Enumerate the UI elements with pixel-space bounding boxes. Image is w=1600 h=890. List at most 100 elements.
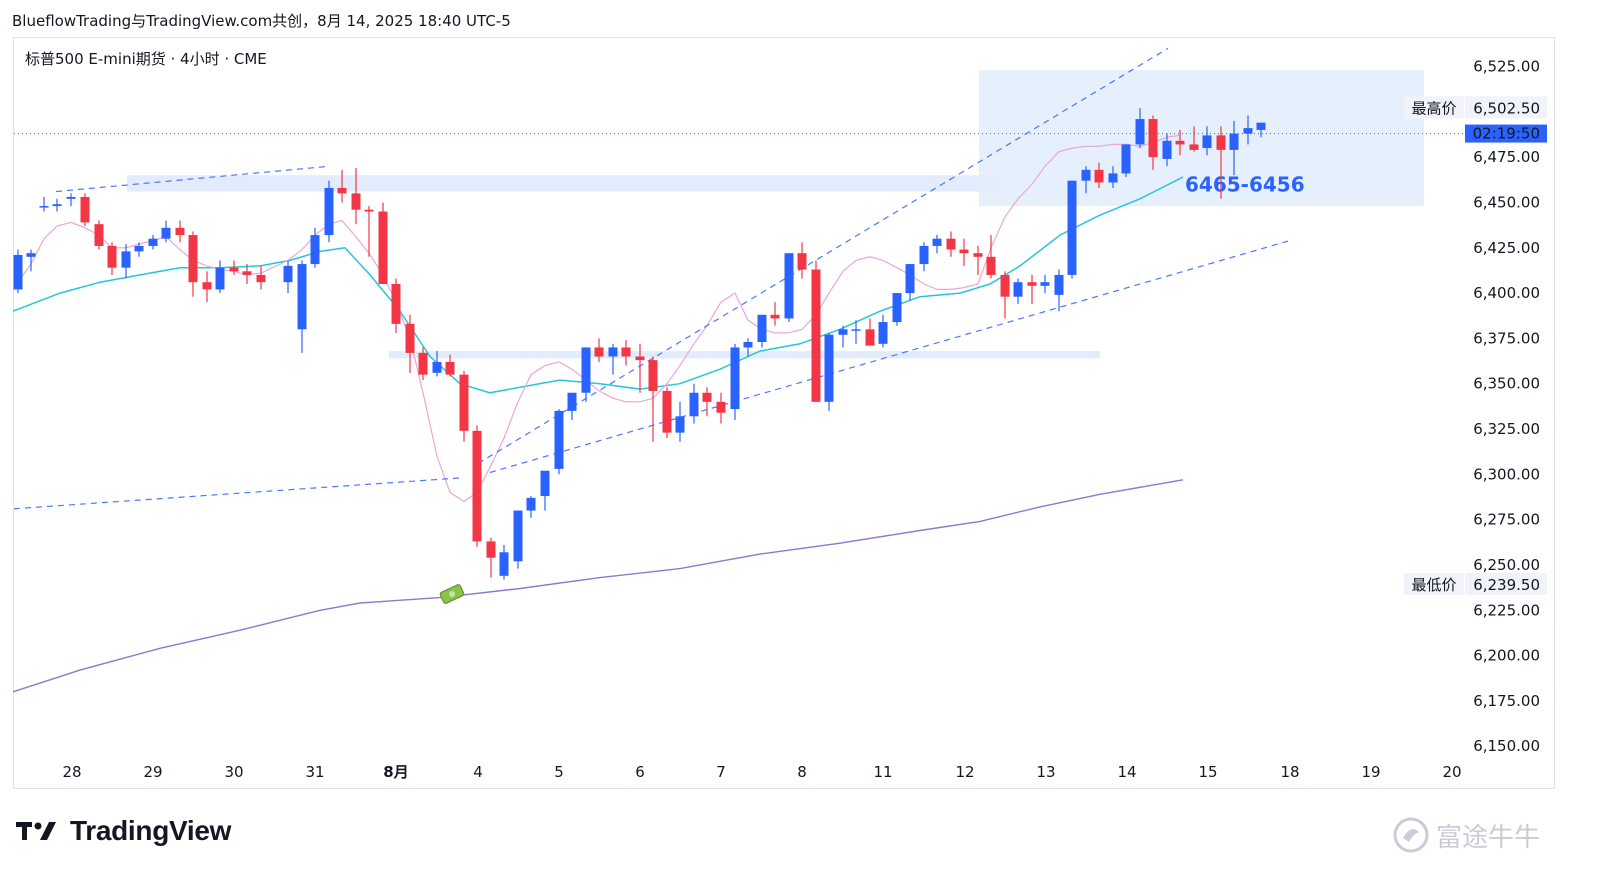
candle-body (865, 329, 875, 346)
candle-body (405, 323, 415, 353)
candle-body (757, 314, 767, 342)
ema-mid-line (12, 176, 1184, 394)
candle (1108, 166, 1118, 188)
candle-body (161, 227, 171, 239)
price-tick-label: 6,475.00 (1473, 148, 1540, 166)
price-tick-label: 6,350.00 (1473, 375, 1540, 393)
candle-body (1013, 282, 1023, 297)
candle (1013, 278, 1023, 304)
candle-body (297, 264, 307, 330)
candle-body (378, 211, 388, 284)
low-value-bg (1465, 572, 1547, 595)
chart-markers (14, 133, 1465, 604)
candle (1094, 162, 1104, 188)
candle-body (1229, 133, 1239, 150)
candle-body (973, 253, 983, 257)
candle-body (499, 552, 509, 576)
candle-body (26, 253, 36, 257)
candle (608, 343, 618, 375)
candle-body (946, 238, 956, 250)
candle-body (364, 209, 374, 212)
candle-body (635, 356, 645, 361)
candle (635, 343, 645, 393)
candle (770, 302, 780, 326)
candle-body (1216, 135, 1226, 150)
candle-body (675, 416, 685, 433)
candle (662, 387, 672, 439)
candle-body (959, 249, 969, 254)
candle (621, 340, 631, 366)
time-tick-label: 8 (797, 763, 807, 781)
candle-body (337, 187, 347, 194)
countdown-text: 02:19:50 (1473, 125, 1540, 143)
candle-body (256, 274, 266, 283)
candle-body (52, 204, 62, 207)
price-tick-label: 6,375.00 (1473, 329, 1540, 347)
high-label-text: 最高价 (1411, 99, 1456, 117)
symbol-label[interactable]: 标普500 E-mini期货 · 4小时 · CME (25, 50, 267, 68)
price-tick-label: 6,250.00 (1473, 556, 1540, 574)
candle-body (148, 238, 158, 246)
price-tick-label: 6,200.00 (1473, 647, 1540, 665)
time-axis: 28 29 30 31 8月 4 5 6 7 8 11 12 13 14 15 18 19 20 (62, 763, 1461, 781)
trend-line-0 (13, 477, 461, 510)
time-tick-label: 13 (1036, 763, 1055, 781)
price-tick-label: 6,275.00 (1473, 511, 1540, 529)
trend-line-1 (489, 239, 1291, 474)
candle (797, 242, 807, 279)
tradingview-logo[interactable]: TradingView (16, 815, 231, 847)
futu-watermark-text: 富途牛牛 (1436, 822, 1541, 853)
futu-logo-icon (1393, 817, 1429, 853)
candle (1054, 269, 1064, 312)
candle-body (648, 360, 658, 391)
candle-body (1243, 128, 1253, 134)
candle (1175, 129, 1185, 156)
candle-body (581, 347, 591, 393)
candle-body (175, 227, 185, 236)
candle (959, 238, 969, 266)
zone-1 (389, 351, 1100, 359)
low-label-text: 最低价 (1411, 576, 1456, 594)
candle (161, 220, 171, 243)
time-tick-label: 6 (635, 763, 645, 781)
trend-line-3 (55, 165, 331, 193)
price-tick-label: 6,425.00 (1473, 239, 1540, 257)
candle (730, 343, 740, 420)
candle (1135, 108, 1145, 149)
candle-body (1054, 274, 1064, 295)
candle-body (716, 401, 726, 413)
candle (418, 347, 428, 381)
money-coin (449, 591, 455, 597)
candle (784, 253, 794, 323)
candle (310, 227, 320, 268)
time-tick-label: 19 (1361, 763, 1380, 781)
candle-body (540, 470, 550, 497)
time-tick-label: 8月 (383, 763, 408, 781)
candle (824, 332, 834, 411)
candle (107, 242, 117, 275)
candle (13, 249, 23, 294)
candle-body (459, 374, 469, 431)
time-tick-label: 11 (873, 763, 892, 781)
candle-body (1067, 180, 1077, 275)
price-tick-label: 6,325.00 (1473, 420, 1540, 438)
low-value-text: 6,239.50 (1473, 576, 1540, 594)
candle (702, 387, 712, 417)
candle-body (445, 361, 455, 375)
candle (513, 510, 523, 569)
candle-body (919, 245, 929, 265)
time-tick-label: 4 (473, 763, 483, 781)
price-tick-label: 6,450.00 (1473, 193, 1540, 211)
support-zones: 6465-6456 (127, 70, 1424, 359)
candle (405, 314, 415, 373)
candle-body (283, 265, 293, 283)
price-axis: 6,525.00 6,475.00 6,450.00 6,425.00 6,400.00… (1404, 58, 1547, 755)
candle-body (351, 193, 361, 210)
candle (472, 425, 482, 547)
candle (919, 242, 929, 272)
time-tick-label: 30 (224, 763, 243, 781)
candle (486, 537, 496, 578)
candle (121, 244, 131, 279)
candle (499, 545, 509, 580)
